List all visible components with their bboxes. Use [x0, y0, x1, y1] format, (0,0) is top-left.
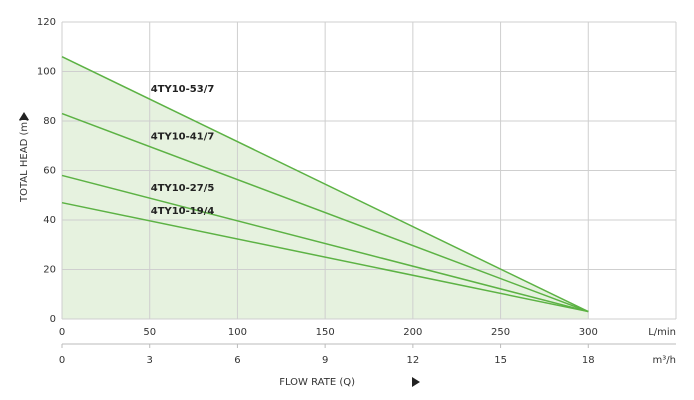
x2-tick-label: 6	[234, 355, 240, 366]
y-tick-label: 120	[37, 17, 56, 28]
series-line	[61, 112, 589, 313]
series-label: 4TY10-19/4	[151, 206, 215, 217]
x-arrow	[412, 377, 420, 387]
x-tick-label: 200	[403, 327, 422, 338]
x2-tick-label: 9	[322, 355, 328, 366]
x2-tick-label: 0	[59, 355, 65, 366]
y-arrow	[19, 112, 29, 120]
x-tick-label: 150	[316, 327, 335, 338]
y-tick-label: 0	[50, 314, 56, 325]
series-label: 4TY10-41/7	[151, 132, 215, 143]
y-tick-label: 20	[43, 265, 56, 276]
x-tick-label: 50	[143, 327, 156, 338]
series-line	[61, 55, 589, 313]
x2-unit: m³/h	[653, 355, 676, 366]
x2-tick-label: 18	[582, 355, 595, 366]
series-line	[61, 201, 589, 313]
series-line	[61, 174, 589, 313]
x-axis-label: FLOW RATE (Q)	[279, 377, 355, 388]
x-tick-label: 250	[491, 327, 510, 338]
series-label: 4TY10-27/5	[151, 183, 215, 194]
y-tick-label: 40	[43, 215, 56, 226]
x-tick-label: 300	[579, 327, 598, 338]
x2-tick-label: 15	[494, 355, 507, 366]
x-unit: L/min	[648, 327, 676, 338]
y-tick-label: 80	[43, 116, 56, 127]
x2-tick-label: 3	[147, 355, 153, 366]
y-tick-label: 100	[37, 67, 56, 78]
series-label: 4TY10-53/7	[151, 84, 215, 95]
x2-tick-label: 12	[406, 355, 419, 366]
y-tick-label: 60	[43, 166, 56, 177]
x-tick-label: 0	[59, 327, 65, 338]
y-axis-label: TOTAL HEAD (m)	[19, 118, 30, 203]
x-tick-label: 100	[228, 327, 247, 338]
